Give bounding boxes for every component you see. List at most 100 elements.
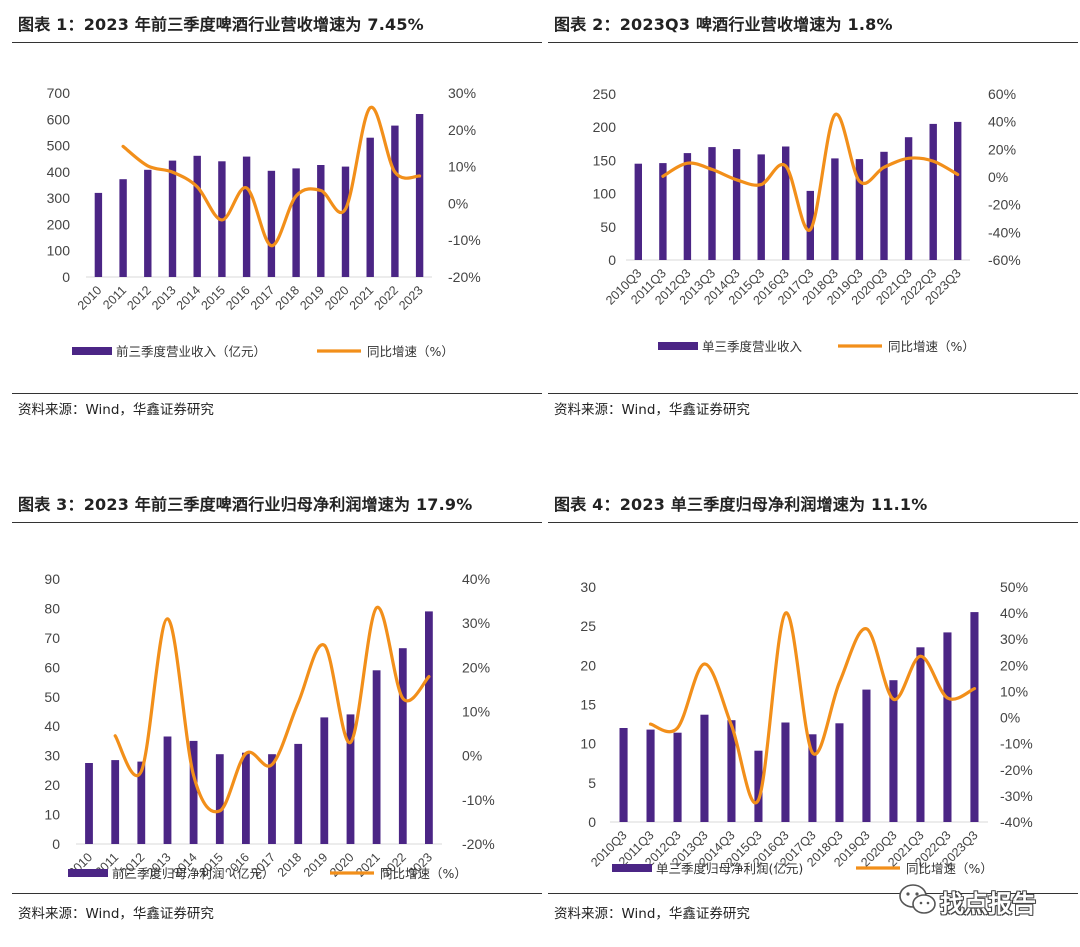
bar-2016Q3	[782, 146, 790, 260]
y-left-tick-label: 0	[62, 269, 70, 285]
y-right-tick-label: -20%	[462, 836, 495, 852]
bar-2013	[163, 736, 172, 844]
y-left-tick-label: 0	[588, 814, 596, 830]
growth-line	[121, 106, 422, 248]
bar-2021	[366, 137, 374, 277]
y-right-tick-label: 40%	[988, 114, 1016, 130]
y-right-tick-label: 0%	[462, 748, 482, 764]
chart-source: 资料来源：Wind，华鑫证券研究	[18, 906, 214, 922]
y-right-tick-label: -40%	[988, 224, 1021, 240]
bar-2018Q3	[831, 158, 839, 260]
bar-2023Q3	[970, 612, 979, 822]
y-left-tick-label: 200	[593, 119, 617, 135]
legend-bar-label: 单三季度归母净利润(亿元)	[656, 861, 803, 876]
y-right-tick-label: -10%	[448, 232, 481, 248]
bar-2018Q3	[835, 723, 844, 822]
bar-2010	[94, 192, 103, 277]
chart-panel-3: 图表 3：2023 年前三季度啤酒行业归母净利润增速为 17.9% 0 10 20 3…	[12, 488, 542, 922]
bar-2022Q3	[943, 632, 952, 822]
y-left-tick-label: 150	[593, 152, 617, 168]
y-left-tick-label: 400	[47, 164, 71, 180]
bar-2012Q3	[673, 732, 682, 822]
chart-source: 资料来源：Wind，华鑫证券研究	[18, 402, 214, 418]
bar-2016	[242, 156, 251, 277]
bar-2012	[144, 169, 152, 277]
bar-2010Q3	[634, 163, 642, 260]
y-right-tick-label: 0%	[448, 195, 468, 211]
bar-2019Q3	[855, 159, 864, 260]
y-right-tick-label: -20%	[1000, 762, 1033, 778]
bar-2017	[268, 754, 276, 844]
y-left-tick-label: 100	[593, 186, 617, 202]
bar-2013Q3	[708, 147, 716, 260]
bar-2022	[391, 125, 399, 277]
y-right-tick-label: 10%	[1000, 683, 1028, 699]
x-tick-label: 2010	[75, 283, 105, 313]
bar-2014	[189, 740, 198, 844]
bar-2013Q3	[700, 714, 709, 822]
x-tick-label: 2017	[248, 283, 278, 313]
chart-title: 图表 1：2023 年前三季度啤酒行业营收增速为 7.45%	[12, 8, 542, 43]
legend-bar-swatch	[612, 864, 652, 872]
bar-2019	[317, 165, 325, 277]
y-right-tick-label: 30%	[448, 85, 476, 101]
y-right-tick-label: 0%	[1000, 710, 1020, 726]
bar-2012	[137, 761, 146, 844]
y-right-tick-label: 20%	[462, 659, 490, 675]
y-left-tick-label: 80	[44, 600, 60, 616]
y-right-tick-label: 20%	[1000, 657, 1028, 673]
y-left-tick-label: 50	[44, 689, 60, 705]
bar-2011	[119, 179, 127, 277]
bar-2015Q3	[754, 750, 763, 822]
legend-bar-label: 单三季度营业收入	[702, 339, 803, 354]
y-right-tick-label: 60%	[988, 86, 1016, 102]
bar-2018	[294, 743, 303, 844]
y-left-tick-label: 10	[580, 736, 596, 752]
legend-bar-swatch	[658, 342, 698, 350]
y-left-tick-label: 20	[44, 777, 60, 793]
bar-2018	[292, 168, 300, 277]
chart-source: 资料来源：Wind，华鑫证券研究	[554, 906, 750, 922]
bar-2023	[425, 611, 433, 844]
y-right-tick-label: 0%	[988, 169, 1008, 185]
y-left-tick-label: 20	[580, 657, 596, 673]
bar-2021	[372, 670, 381, 844]
x-tick-label: 2019	[297, 283, 327, 313]
y-left-tick-label: 40	[44, 718, 60, 734]
chart-panel-2: 图表 2：2023Q3 啤酒行业营收增速为 1.8% 0 50 100 150 200 2…	[548, 8, 1078, 418]
x-tick-label: 2019	[301, 850, 331, 880]
bar-2015Q3	[757, 154, 765, 260]
chart-1-plot: 0 100 200 300 400 500 600 700 -20% -10% 0% 10% 20% 30…	[47, 85, 481, 359]
legend-bar-label: 前三季度归母净利润（亿元）	[112, 866, 275, 881]
growth-line	[113, 606, 431, 814]
y-left-tick-label: 0	[52, 836, 60, 852]
y-left-tick-label: 0	[608, 252, 616, 268]
x-tick-label: 2015	[198, 283, 228, 313]
bar-2015	[215, 754, 224, 844]
bar-2022	[398, 648, 407, 844]
x-tick-label: 2018	[275, 850, 305, 880]
bar-2011Q3	[659, 163, 667, 260]
x-tick-label: 2011	[100, 283, 129, 312]
y-right-tick-label: 10%	[448, 159, 476, 175]
bar-2020	[346, 714, 355, 844]
bar-2014Q3	[732, 149, 741, 260]
bar-2023	[415, 114, 424, 277]
chart-source: 资料来源：Wind，华鑫证券研究	[554, 402, 750, 418]
chart-panel-4: 图表 4：2023 单三季度归母净利润增速为 11.1% 0 5 10 15 20 25 3…	[548, 488, 1078, 922]
growth-line	[648, 611, 977, 805]
bar-2020	[341, 166, 350, 277]
x-tick-label: 2023	[396, 283, 426, 313]
y-right-tick-label: 20%	[448, 122, 476, 138]
bar-2011Q3	[646, 729, 655, 822]
bar-2017	[267, 170, 276, 277]
y-left-tick-label: 25	[580, 618, 596, 634]
x-tick-label: 2020	[327, 850, 357, 880]
y-right-tick-label: 30%	[1000, 631, 1028, 647]
y-left-tick-label: 30	[580, 579, 596, 595]
legend-bar-swatch	[72, 347, 112, 355]
legend-line-label: 同比增速（%）	[906, 861, 993, 876]
y-right-tick-label: -30%	[1000, 788, 1033, 804]
y-right-tick-label: 50%	[1000, 579, 1028, 595]
chart-title: 图表 2：2023Q3 啤酒行业营收增速为 1.8%	[548, 8, 1078, 43]
